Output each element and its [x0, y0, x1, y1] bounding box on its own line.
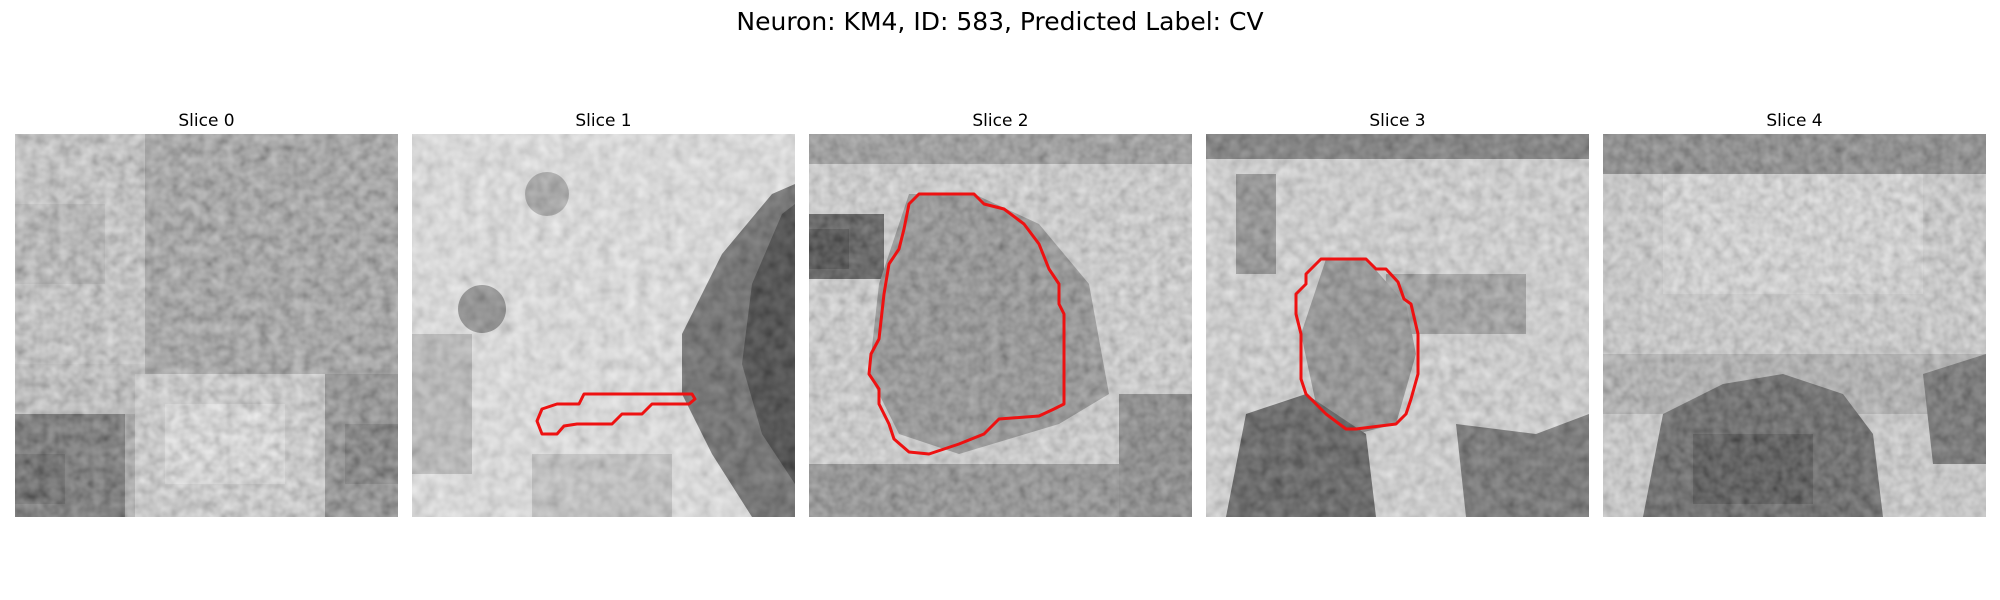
slice-panel-3: Slice 3: [1206, 108, 1589, 517]
slice-title-4: Slice 4: [1766, 111, 1823, 131]
slice-image-3: [1206, 134, 1589, 517]
slice-title-3: Slice 3: [1369, 111, 1426, 131]
slice-2-contour: [867, 192, 1066, 456]
slice-3-contour: [1294, 257, 1420, 431]
slice-image-4: [1603, 134, 1986, 517]
slice-title-2: Slice 2: [972, 111, 1029, 131]
slice-1-contour: [535, 392, 697, 436]
slice-title-1: Slice 1: [575, 111, 632, 131]
slice-title-0: Slice 0: [178, 111, 235, 131]
slice-image-2: [809, 134, 1192, 517]
slice-panel-4: Slice 4: [1603, 108, 1986, 517]
slice-panel-1: Slice 1: [412, 108, 795, 517]
slice-image-1: [412, 134, 795, 517]
figure-title: Neuron: KM4, ID: 583, Predicted Label: C…: [736, 7, 1264, 36]
slice-image-0: [15, 134, 398, 517]
slice-panel-2: Slice 2: [809, 108, 1192, 517]
slice-panel-0: Slice 0: [15, 108, 398, 517]
